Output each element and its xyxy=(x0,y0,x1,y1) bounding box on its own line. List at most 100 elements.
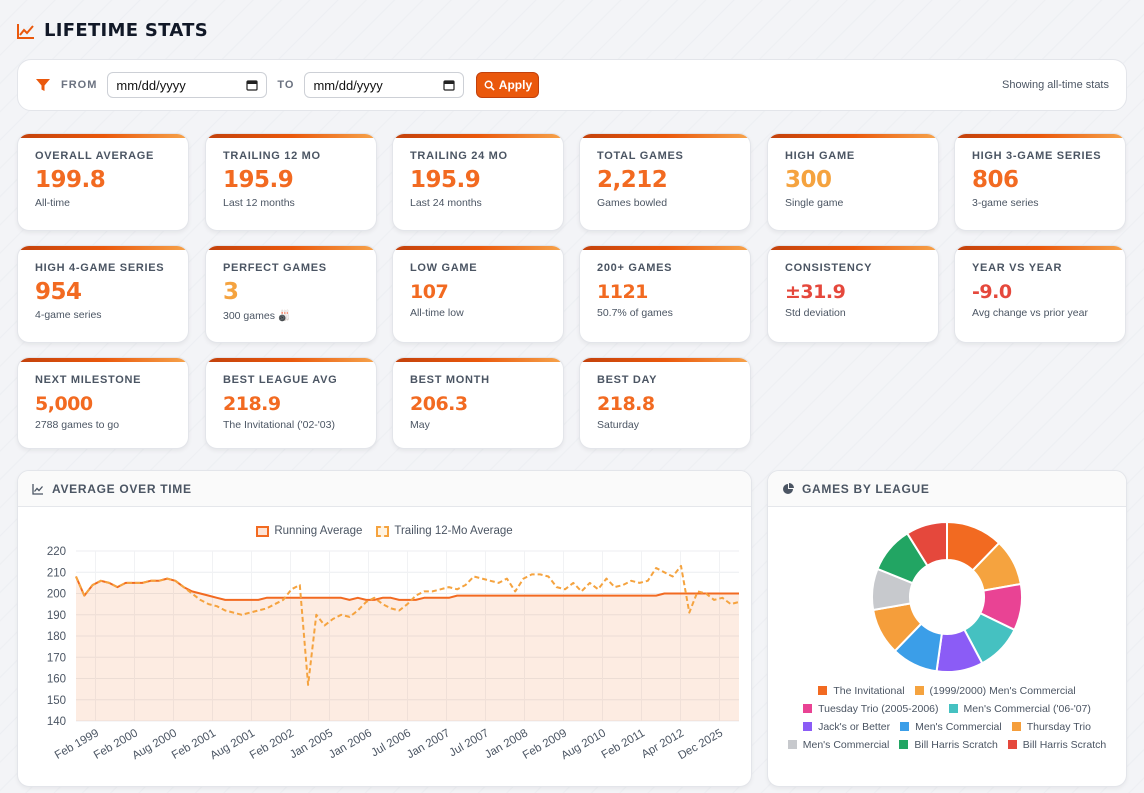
stat-value: 218.9 xyxy=(223,393,281,415)
stat-card-best-day: BEST DAY 218.8 Saturday xyxy=(579,357,751,449)
y-tick-label: 140 xyxy=(47,716,66,728)
panel-title: GAMES BY LEAGUE xyxy=(802,481,930,496)
legend-swatch xyxy=(914,686,924,695)
legend-label: Men's Commercial xyxy=(802,738,890,751)
x-tick-label: Aug 2001 xyxy=(208,727,257,762)
legend-swatch xyxy=(1007,740,1017,749)
calendar-icon[interactable] xyxy=(443,79,456,91)
stat-card-best-month: BEST MONTH 206.3 May xyxy=(392,357,564,449)
legend-label: The Invitational xyxy=(833,684,905,697)
stat-card-200-plus-games: 200+ GAMES 1121 50.7% of games xyxy=(579,245,751,343)
stat-card-best-league-avg: BEST LEAGUE AVG 218.9 The Invitational (… xyxy=(205,357,377,449)
to-label: TO xyxy=(277,79,295,91)
stat-card-high-3-game-series: HIGH 3-GAME SERIES 806 3-game series xyxy=(954,133,1126,231)
legend-item[interactable]: Men's Commercial xyxy=(900,719,1002,734)
legend-swatch xyxy=(900,722,910,731)
stat-value: 954 xyxy=(35,279,82,305)
stat-value: 195.9 xyxy=(223,167,294,193)
league-donut-chart xyxy=(871,520,1023,673)
stat-label: YEAR VS YEAR xyxy=(972,262,1063,274)
legend-item[interactable]: The Invitational xyxy=(818,683,905,698)
stat-value: 107 xyxy=(410,281,449,303)
stat-subtext: Avg change vs prior year xyxy=(972,307,1088,319)
legend-item[interactable]: Jack's or Better xyxy=(803,719,890,734)
stat-label: LOW GAME xyxy=(410,262,478,274)
y-tick-label: 180 xyxy=(47,631,66,643)
calendar-icon[interactable] xyxy=(246,79,258,91)
stat-label: 200+ GAMES xyxy=(597,262,673,274)
y-tick-label: 200 xyxy=(47,589,66,601)
stat-card-trailing-24-mo: TRAILING 24 MO 195.9 Last 24 months xyxy=(392,133,564,231)
legend-item[interactable]: Tuesday Trio (2005-2006) xyxy=(803,701,939,716)
pie-chart-icon xyxy=(783,482,794,494)
legend-swatch xyxy=(948,704,958,713)
stat-label: BEST MONTH xyxy=(410,374,490,386)
legend-swatch xyxy=(803,704,813,713)
stat-label: NEXT MILESTONE xyxy=(35,374,142,386)
panel-header: AVERAGE OVER TIME xyxy=(18,471,751,507)
stat-label: HIGH 4-GAME SERIES xyxy=(35,262,165,274)
legend-swatch xyxy=(256,525,270,537)
stat-subtext: Games bowled xyxy=(597,197,668,209)
legend-item[interactable]: (1999/2000) Men's Commercial xyxy=(914,683,1076,698)
series-area-running-average xyxy=(76,576,739,721)
stat-label: BEST DAY xyxy=(597,374,658,386)
stat-label: HIGH 3-GAME SERIES xyxy=(972,150,1102,162)
stat-card-overall-average: OVERALL AVERAGE 199.8 All-time xyxy=(17,133,189,231)
stat-label: CONSISTENCY xyxy=(785,262,873,274)
stat-card-high-game: HIGH GAME 300 Single game xyxy=(767,133,939,231)
stat-subtext: Last 24 months xyxy=(410,197,482,209)
legend-item[interactable]: Men's Commercial xyxy=(787,737,890,752)
league-legend: The Invitational (1999/2000) Men's Commer… xyxy=(768,683,1126,752)
page-header: LIFETIME STATS xyxy=(16,20,208,41)
stat-value: 199.8 xyxy=(35,167,106,193)
legend-label: Jack's or Better xyxy=(818,720,891,733)
series-line-trailing-12-mo xyxy=(75,564,740,686)
legend-label: Men's Commercial xyxy=(915,720,1002,733)
x-tick-label: Jan 2007 xyxy=(405,727,452,761)
line-chart-icon xyxy=(17,23,34,39)
stat-subtext: 3-game series xyxy=(972,197,1039,209)
y-tick-label: 160 xyxy=(47,674,66,686)
stat-label: HIGH GAME xyxy=(785,150,855,162)
to-date-placeholder: mm/dd/yyyy xyxy=(313,77,383,93)
games-by-league-panel: GAMES BY LEAGUE The Invitational (1999/20… xyxy=(767,470,1127,787)
y-tick-label: 190 xyxy=(47,610,66,622)
stat-card-next-milestone: NEXT MILESTONE 5,000 2788 games to go xyxy=(17,357,189,449)
stat-value: 1121 xyxy=(597,281,648,303)
stat-value: 5,000 xyxy=(35,393,93,415)
stat-value: 195.9 xyxy=(410,167,481,193)
from-date-input[interactable]: mm/dd/yyyy xyxy=(107,72,268,98)
legend-swatch xyxy=(1011,722,1021,731)
legend-item[interactable]: Bill Harris Scratch xyxy=(899,737,998,752)
legend-label: Tuesday Trio (2005-2006) xyxy=(818,702,939,715)
average-over-time-panel: AVERAGE OVER TIME Running Average Traili… xyxy=(17,470,752,787)
x-tick-label: Aug 2010 xyxy=(559,727,608,762)
y-tick-label: 210 xyxy=(47,567,66,579)
x-tick-label: Feb 2002 xyxy=(248,727,296,762)
stat-label: TRAILING 24 MO xyxy=(410,150,508,162)
page-title: LIFETIME STATS xyxy=(44,20,209,41)
stat-subtext: 300 games 🎳 xyxy=(223,310,291,322)
legend-swatch xyxy=(787,740,797,749)
apply-button[interactable]: Apply xyxy=(476,72,540,98)
stat-value: ±31.9 xyxy=(785,281,846,303)
legend-item[interactable]: Bill Harris Scratch xyxy=(1007,737,1106,752)
legend-item-running-average[interactable]: Running Average xyxy=(256,525,362,537)
legend-item[interactable]: Thursday Trio xyxy=(1011,719,1091,734)
legend-label: Trailing 12-Mo Average xyxy=(394,525,513,537)
legend-label: (1999/2000) Men's Commercial xyxy=(929,684,1076,697)
stat-subtext: Last 12 months xyxy=(223,197,295,209)
x-tick-label: Feb 2011 xyxy=(600,727,647,761)
stat-subtext: Single game xyxy=(785,197,844,209)
stat-value: 300 xyxy=(785,167,832,193)
legend-label: Bill Harris Scratch xyxy=(914,738,998,751)
stat-subtext: Std deviation xyxy=(785,307,846,319)
search-icon xyxy=(484,80,495,91)
stat-value: 3 xyxy=(223,279,239,305)
legend-item-trailing-12-mo[interactable]: Trailing 12-Mo Average xyxy=(376,525,513,537)
y-tick-label: 150 xyxy=(47,695,66,707)
legend-item[interactable]: Men's Commercial ('06-'07) xyxy=(948,701,1091,716)
to-date-input[interactable]: mm/dd/yyyy xyxy=(304,72,465,98)
chart-legend: Running Average Trailing 12-Mo Average xyxy=(18,525,751,537)
